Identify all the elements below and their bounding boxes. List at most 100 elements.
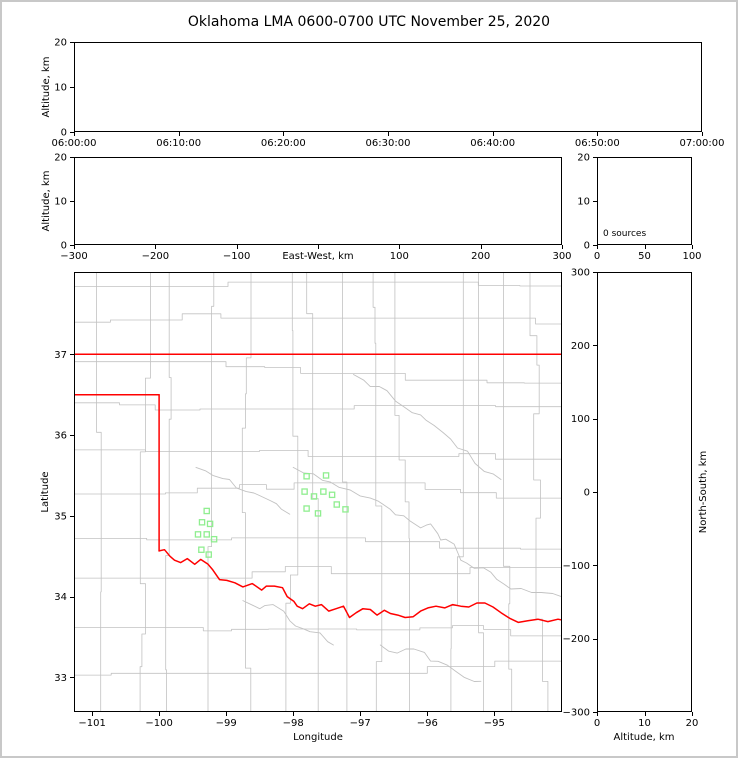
x-tick-label: 06:20:00 xyxy=(261,138,306,149)
y-tick-label: 35 xyxy=(54,511,67,522)
county-line xyxy=(74,281,562,287)
x-tick-label: −200 xyxy=(142,251,169,262)
x-tick-label: 0 xyxy=(594,718,600,729)
station-marker xyxy=(301,488,308,495)
state-border-line xyxy=(158,548,562,624)
station-marker xyxy=(303,473,310,480)
river-county-line xyxy=(403,515,562,598)
panel-frame xyxy=(74,42,702,132)
xlabel-map: Longitude xyxy=(293,732,343,743)
x-tick-label: −98 xyxy=(283,718,304,729)
x-tick-label: −97 xyxy=(350,718,371,729)
county-line xyxy=(450,272,464,712)
county-boundaries xyxy=(74,272,562,712)
y-axis-ticks: 0 10 20 xyxy=(577,153,597,252)
x-tick-label: 100 xyxy=(390,251,409,262)
station-marker xyxy=(342,506,349,513)
county-line xyxy=(529,272,549,712)
county-line xyxy=(74,625,562,637)
station-marker xyxy=(198,546,205,553)
x-tick-label: 06:00:00 xyxy=(52,138,97,149)
xlabel-ew-panel: East-West, km xyxy=(282,251,354,262)
x-tick-label: −99 xyxy=(216,718,237,729)
y-tick-label: 36 xyxy=(54,431,67,442)
river-county-line xyxy=(292,466,405,517)
x-tick-label: 100 xyxy=(682,251,701,262)
y-axis-ticks: 0 10 20 xyxy=(54,153,74,252)
station-marker xyxy=(310,493,318,500)
x-tick-label: −100 xyxy=(145,718,172,729)
ylabel-ew-panel: Altitude, km xyxy=(41,170,52,232)
station-marker xyxy=(333,501,341,508)
x-axis-ticks: −300 −200 −100 100 200 300 xyxy=(60,245,572,262)
y-tick-label: 20 xyxy=(54,38,67,49)
y-tick-label: 10 xyxy=(54,197,67,208)
y-tick-label: 34 xyxy=(54,592,67,603)
county-line xyxy=(74,402,562,411)
x-tick-label: 06:50:00 xyxy=(575,138,620,149)
x-tick-label: 06:10:00 xyxy=(156,138,201,149)
panel-frame xyxy=(597,272,692,712)
county-line xyxy=(207,272,215,712)
x-tick-label: 07:00:00 xyxy=(680,138,725,149)
panel-frame xyxy=(74,272,562,712)
panel-bg xyxy=(74,42,702,132)
river-county-line xyxy=(242,600,334,646)
station-marker xyxy=(205,551,212,558)
x-tick-label: −100 xyxy=(223,251,250,262)
x-tick-label: −101 xyxy=(78,718,105,729)
panel-bg xyxy=(597,157,692,245)
station-marker xyxy=(328,491,336,499)
ylabel-ns-panel: North-South, km xyxy=(698,450,709,534)
river-county-line xyxy=(379,644,482,682)
panel-bg xyxy=(74,157,562,245)
lma-stations xyxy=(194,472,349,558)
y-tick-label: 100 xyxy=(571,414,590,425)
plot-title: Oklahoma LMA 0600-0700 UTC November 25, … xyxy=(187,14,551,30)
county-line xyxy=(342,272,348,712)
y-tick-label: 300 xyxy=(571,268,590,279)
county-line xyxy=(74,660,562,676)
y-tick-label: 20 xyxy=(54,153,67,164)
panel-ew_height: −300 −200 −100 100 200 300 0 10 20 xyxy=(54,153,571,263)
x-tick-label: 0 xyxy=(594,251,600,262)
river-county-line xyxy=(353,374,502,480)
river-county-line xyxy=(195,466,291,515)
county-line xyxy=(241,272,252,712)
county-line xyxy=(74,537,562,550)
station-marker xyxy=(303,505,310,512)
y-axis-ticks: 300 200 100 0 −100 −200 −300 xyxy=(563,268,597,719)
y-tick-label: 10 xyxy=(54,83,67,94)
xlabel-ns-panel: Altitude, km xyxy=(613,732,675,743)
county-line xyxy=(502,272,513,712)
panel-bg xyxy=(597,272,692,712)
y-tick-label: 200 xyxy=(571,341,590,352)
y-axis-ticks: 33 34 35 36 37 xyxy=(54,350,74,684)
station-marker xyxy=(203,531,210,538)
x-tick-label: −300 xyxy=(60,251,87,262)
map-content xyxy=(74,272,562,712)
x-tick-label: 06:40:00 xyxy=(470,138,515,149)
state-boundary xyxy=(74,353,562,624)
station-marker xyxy=(194,531,202,538)
x-tick-label: −96 xyxy=(417,718,438,729)
x-tick-label: 10 xyxy=(638,718,651,729)
county-line xyxy=(74,482,562,499)
station-marker xyxy=(314,510,322,517)
county-line xyxy=(74,566,562,579)
x-tick-label: 50 xyxy=(638,251,651,262)
x-axis-ticks: 0 10 20 xyxy=(594,712,698,729)
county-line xyxy=(74,361,562,384)
x-axis-ticks: 06:00:00 06:10:00 06:20:00 06:30:00 06:40:00… xyxy=(52,132,725,149)
station-marker xyxy=(203,507,210,515)
panel-plan_view: −101 −100 −99 −98 −97 −96 −95 33 34 35 36 37 xyxy=(54,272,562,729)
y-tick-label: 0 xyxy=(61,241,67,252)
y-tick-label: 10 xyxy=(577,197,590,208)
station-marker xyxy=(320,488,327,495)
station-marker xyxy=(210,535,218,543)
panel-source_histogram: 0 50 100 0 10 20 xyxy=(577,153,701,263)
county-line xyxy=(285,272,299,712)
county-line xyxy=(139,272,151,712)
